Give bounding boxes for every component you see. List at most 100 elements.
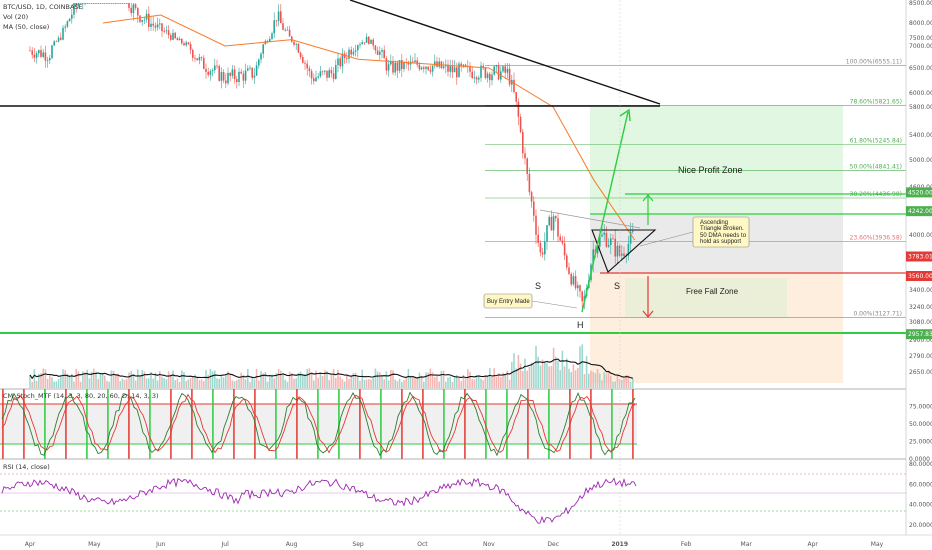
candle-body <box>225 80 227 84</box>
volume-bar <box>484 375 487 388</box>
volume-bar <box>106 380 108 388</box>
candle-body <box>370 39 372 44</box>
volume-bar <box>108 381 110 388</box>
volume-bar <box>352 373 355 388</box>
volume-bar <box>583 374 586 388</box>
candle-body <box>227 72 229 84</box>
candle-body <box>181 38 183 44</box>
stoch-signal-bar <box>527 389 529 459</box>
candle-body <box>462 64 465 67</box>
time-tick-12: Apr <box>807 541 818 548</box>
price-label-1: 4242.00 <box>908 208 932 215</box>
volume-bar <box>372 378 374 388</box>
candle-body <box>159 23 161 25</box>
volume-bar <box>271 374 273 388</box>
volume-bar <box>458 377 460 388</box>
price-label-0: 4520.00 <box>908 189 932 196</box>
candle-body <box>51 45 53 59</box>
candle-body <box>607 245 610 247</box>
volume-bar <box>401 381 403 388</box>
volume-bar <box>203 381 205 388</box>
candle-body <box>255 65 258 76</box>
volume-bar <box>225 374 227 388</box>
candle-body <box>493 66 495 75</box>
candle-body <box>319 71 322 77</box>
volume-bar <box>467 369 469 388</box>
rsi-tick-2: 40.0000 <box>909 502 932 509</box>
volume-bar <box>381 375 383 388</box>
candle-body <box>548 216 550 226</box>
candle-body <box>572 276 575 285</box>
volume-bar <box>548 366 550 388</box>
volume-bar <box>178 381 181 388</box>
candle-body <box>596 246 599 254</box>
free-fall-inner <box>625 278 787 318</box>
volume-bar <box>594 373 597 388</box>
volume-bar <box>326 371 328 388</box>
candle-body <box>44 52 47 61</box>
candle-body <box>359 44 361 46</box>
candle-body <box>515 92 517 102</box>
candle-body <box>249 67 251 69</box>
volume-bar <box>535 345 537 388</box>
candle-body <box>394 62 396 73</box>
volume-bar <box>172 370 174 388</box>
candle-body <box>90 3 93 4</box>
volume-bar <box>29 374 31 388</box>
volume-bar <box>618 379 621 388</box>
volume-bar <box>266 381 269 388</box>
candle-body <box>176 38 179 41</box>
candle-body <box>497 65 500 80</box>
candle-body <box>469 65 471 72</box>
candle-body <box>581 291 583 302</box>
triangle-note-line-3: 50 DMA needs to <box>700 233 747 239</box>
volume-bar <box>475 375 478 388</box>
volume-bar <box>60 376 62 388</box>
breakout-arrow <box>581 111 629 313</box>
volume-bar <box>616 374 619 388</box>
volume-bar <box>359 380 361 388</box>
candle-body <box>117 3 119 4</box>
volume-bar <box>528 366 531 388</box>
volume-bar <box>374 368 377 388</box>
candle-body <box>40 50 42 57</box>
candle-body <box>141 20 143 22</box>
volume-bar <box>511 361 513 388</box>
volume-bar <box>170 374 172 388</box>
volume-bar <box>478 374 480 388</box>
volume-bar <box>590 370 592 388</box>
volume-bar <box>354 372 357 388</box>
candle-body <box>524 153 526 159</box>
volume-bar <box>519 363 522 388</box>
price-tick-7: 5400.00 <box>909 132 932 139</box>
volume-bar <box>398 378 401 388</box>
candle-body <box>187 42 190 45</box>
candle-body <box>317 76 319 78</box>
candle-body <box>379 51 381 55</box>
candle-body <box>97 3 99 4</box>
volume-bar <box>599 373 601 388</box>
candle-body <box>574 276 577 289</box>
candle-body <box>495 65 498 67</box>
volume-bar <box>40 373 42 388</box>
candle-body <box>324 70 326 72</box>
price-tick-6: 5800.00 <box>909 104 932 111</box>
rsi-tick-3: 20.0000 <box>909 522 932 529</box>
volume-bar <box>128 372 130 388</box>
rsi-axis: 80.0000 60.0000 40.0000 20.0000 <box>909 461 932 529</box>
volume-bar <box>236 380 238 388</box>
candle-body <box>513 79 515 93</box>
volume-bar <box>588 373 590 388</box>
volume-bar <box>513 353 515 388</box>
candle-body <box>407 62 410 65</box>
volume-bar <box>227 371 229 388</box>
volume-bar <box>189 378 192 388</box>
volume-bar <box>500 377 502 388</box>
candle-body <box>330 70 333 74</box>
candle-body <box>519 116 522 132</box>
time-tick-4: Aug <box>286 541 298 548</box>
candle-body <box>504 66 506 73</box>
volume-bar <box>517 354 520 388</box>
volume-bar <box>489 368 491 388</box>
